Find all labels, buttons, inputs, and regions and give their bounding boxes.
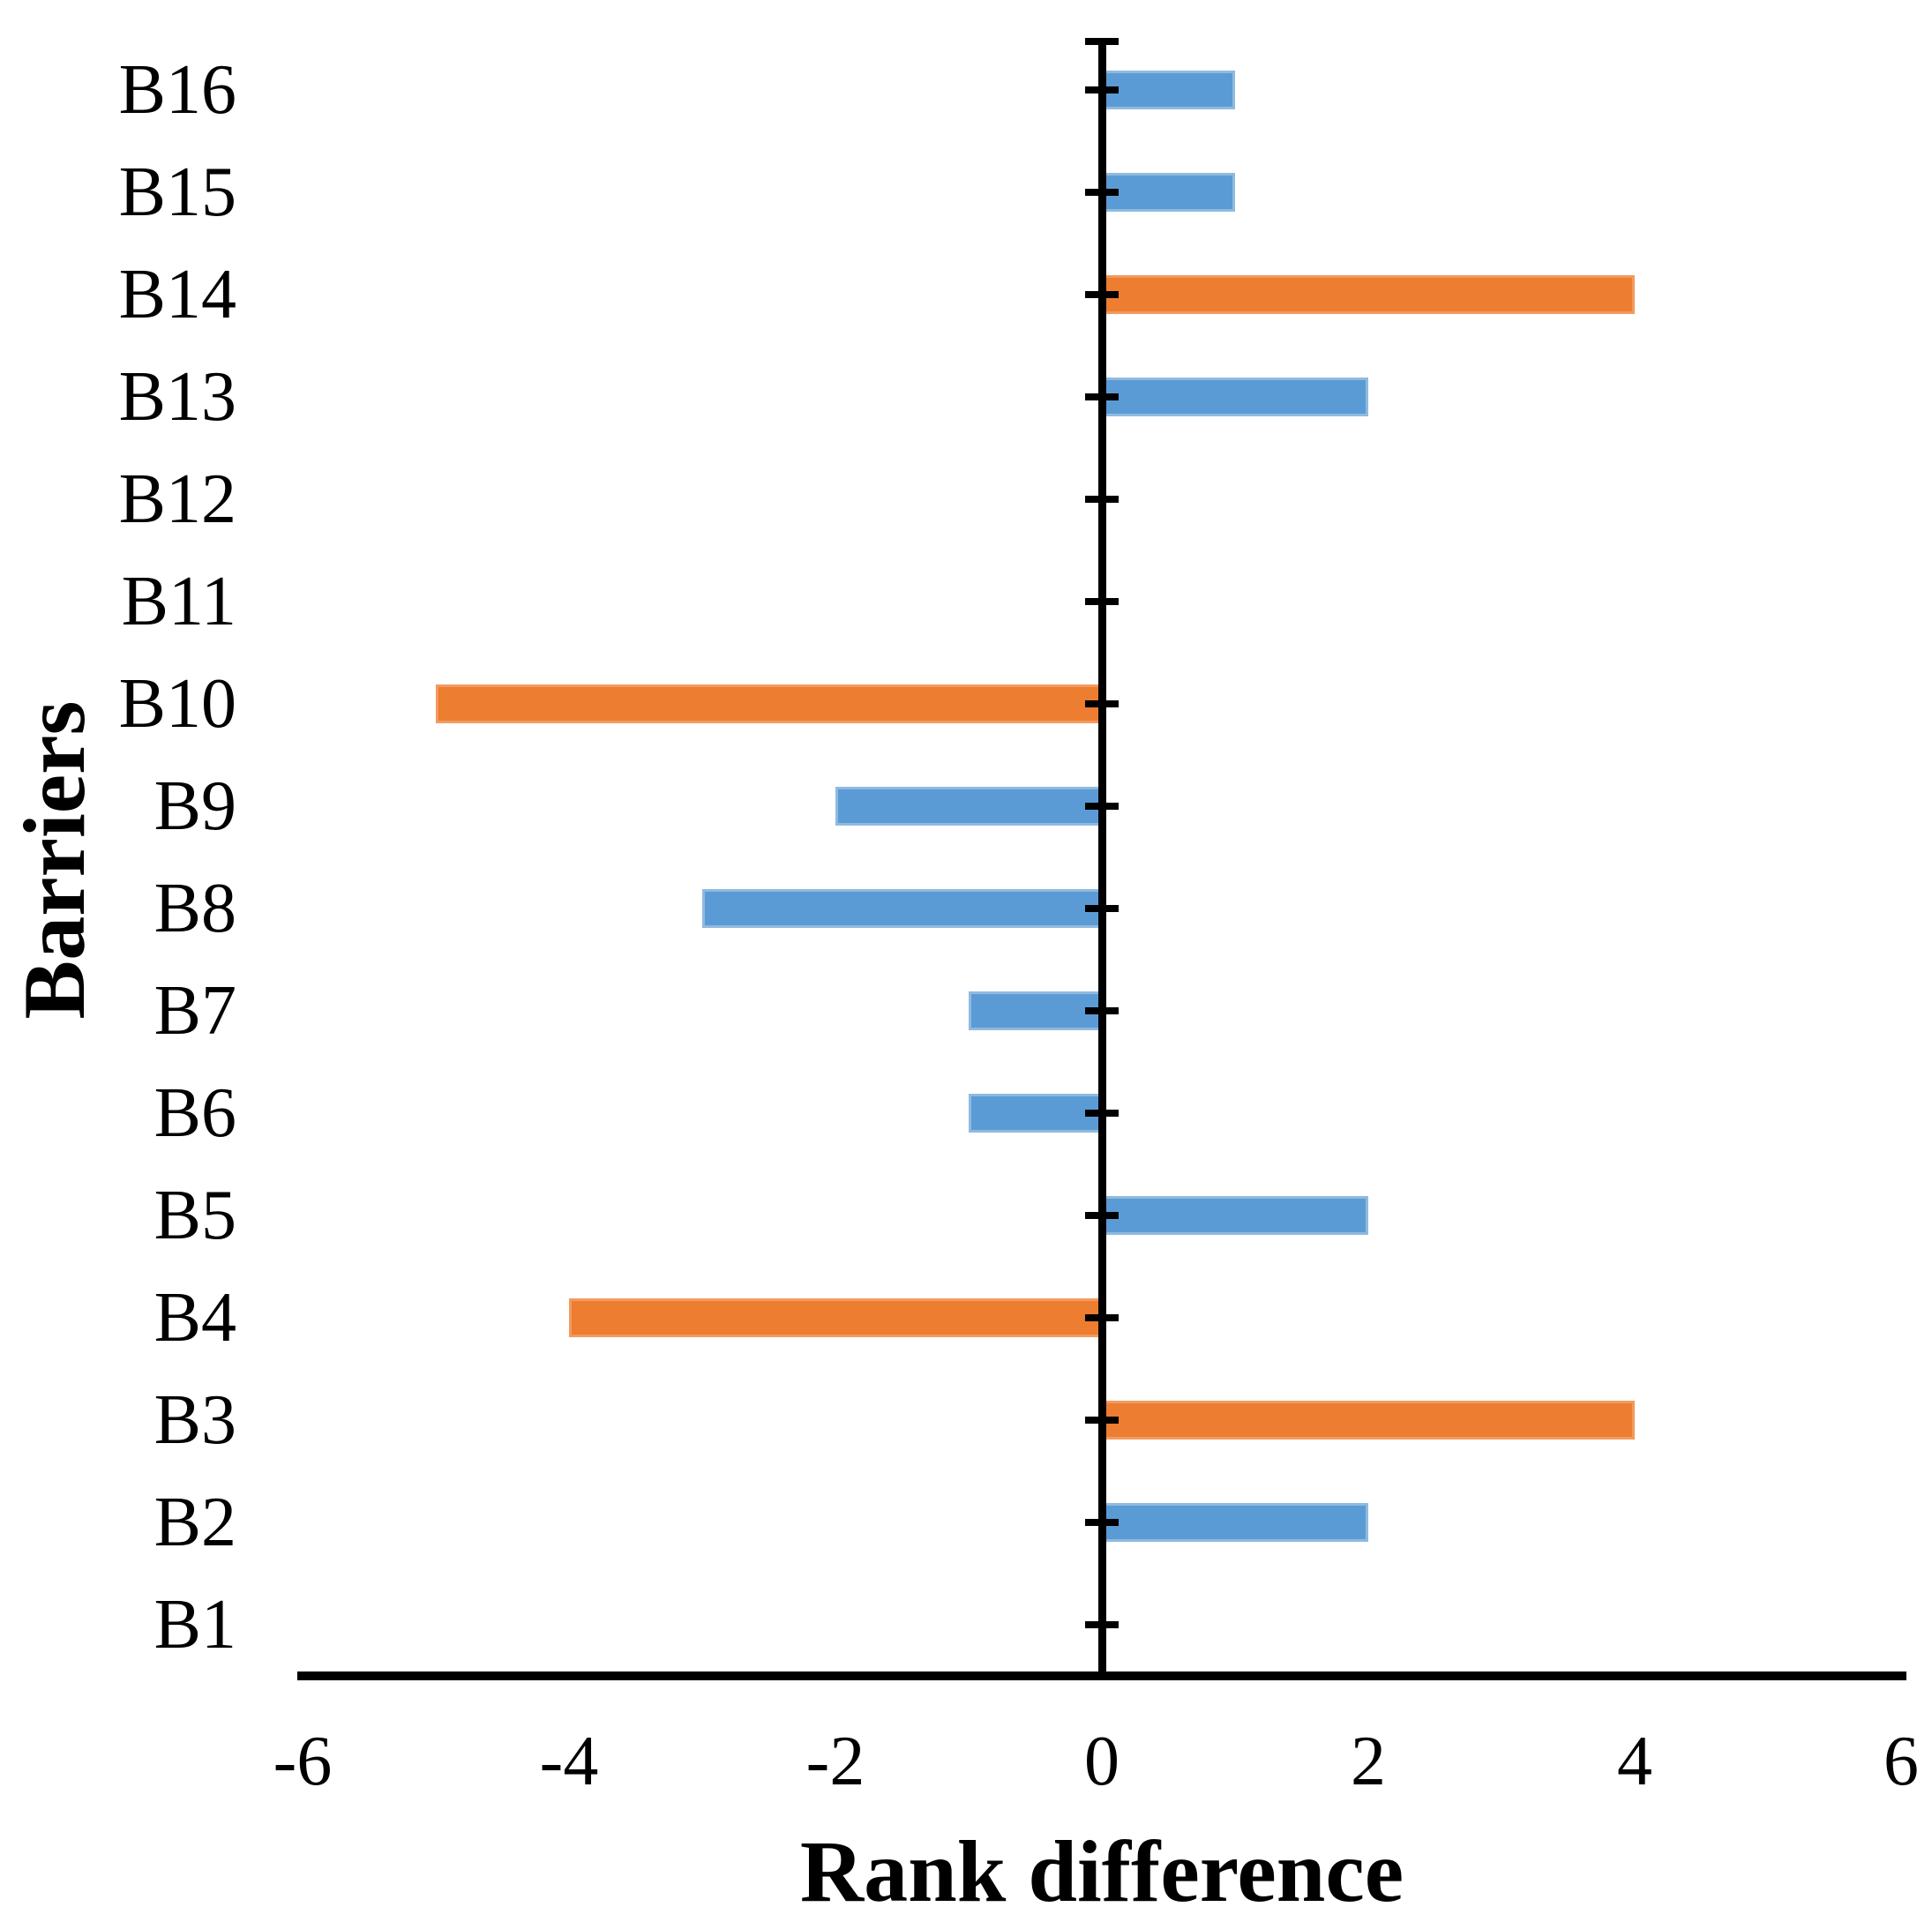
y-tick-label-B9: B9 — [154, 767, 236, 845]
bar-B9 — [835, 787, 1102, 826]
x-tick-label-2: 2 — [1351, 1723, 1386, 1800]
y-tick-label-B5: B5 — [154, 1177, 236, 1254]
bar-B5 — [1102, 1196, 1368, 1235]
bar-B2 — [1102, 1503, 1368, 1542]
category-tick-B16 — [1085, 86, 1119, 93]
y-tick-label-B6: B6 — [154, 1074, 236, 1152]
x-axis-line — [297, 1671, 1906, 1680]
bar-B7 — [969, 991, 1102, 1030]
category-tick-B5 — [1085, 1212, 1119, 1219]
category-tick-B6 — [1085, 1110, 1119, 1117]
x-tick-label-4: 4 — [1617, 1723, 1652, 1800]
y-tick-label-B13: B13 — [118, 358, 236, 436]
y-tick-label-B14: B14 — [118, 256, 236, 333]
y-tick-label-B7: B7 — [154, 972, 236, 1050]
x-tick-label--4: -4 — [539, 1723, 599, 1800]
category-tick-B3 — [1085, 1417, 1119, 1424]
category-tick-B7 — [1085, 1007, 1119, 1014]
bar-B16 — [1102, 71, 1235, 109]
y-tick-label-B4: B4 — [154, 1279, 236, 1357]
category-tick-B14 — [1085, 291, 1119, 298]
y-tick-label-B16: B16 — [118, 51, 236, 129]
category-tick-B15 — [1085, 189, 1119, 196]
x-tick-label-0: 0 — [1084, 1723, 1120, 1800]
category-tick-B13 — [1085, 393, 1119, 400]
category-tick-B8 — [1085, 905, 1119, 912]
bar-B8 — [702, 889, 1102, 928]
y-tick-label-B2: B2 — [154, 1484, 236, 1561]
category-tick-B1 — [1085, 1621, 1119, 1628]
bar-B10 — [436, 684, 1102, 723]
y-tick-label-B10: B10 — [118, 665, 236, 743]
axis-top-end-tick — [1085, 38, 1119, 45]
bar-B14 — [1102, 275, 1635, 314]
category-tick-B11 — [1085, 598, 1119, 605]
y-tick-label-B11: B11 — [121, 563, 236, 640]
y-tick-label-B12: B12 — [118, 460, 236, 538]
category-tick-B9 — [1085, 803, 1119, 810]
value-zero-axis-line — [1097, 39, 1106, 1676]
category-tick-B12 — [1085, 496, 1119, 503]
category-tick-B10 — [1085, 700, 1119, 707]
bar-B13 — [1102, 378, 1368, 416]
bar-B3 — [1102, 1401, 1635, 1440]
y-tick-label-B3: B3 — [154, 1381, 236, 1459]
bar-B4 — [569, 1298, 1102, 1337]
category-tick-B4 — [1085, 1314, 1119, 1321]
y-tick-label-B1: B1 — [154, 1586, 236, 1664]
x-tick-label--6: -6 — [273, 1723, 333, 1800]
category-tick-B2 — [1085, 1519, 1119, 1526]
y-tick-label-B8: B8 — [154, 870, 236, 947]
bar-B6 — [969, 1094, 1102, 1133]
y-axis-title: Barriers — [5, 700, 103, 1020]
x-axis-title: Rank difference — [799, 1822, 1404, 1920]
y-tick-label-B15: B15 — [118, 153, 236, 231]
x-tick-label-6: 6 — [1883, 1723, 1919, 1800]
x-tick-label--2: -2 — [805, 1723, 865, 1800]
bar-B15 — [1102, 173, 1235, 212]
